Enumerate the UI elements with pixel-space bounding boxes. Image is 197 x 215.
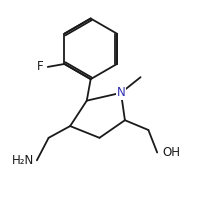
Text: H₂N: H₂N [12, 154, 34, 167]
Text: OH: OH [162, 146, 180, 159]
Text: N: N [117, 86, 125, 99]
Text: F: F [37, 60, 44, 73]
